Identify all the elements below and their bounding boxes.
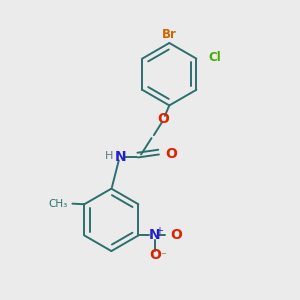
Text: N: N: [115, 150, 126, 164]
Text: O: O: [149, 248, 161, 262]
Text: H: H: [104, 151, 113, 161]
Text: ⁻: ⁻: [160, 251, 166, 261]
Text: CH₃: CH₃: [49, 199, 68, 208]
Text: N: N: [149, 229, 161, 242]
Text: Br: Br: [162, 28, 177, 40]
Text: O: O: [170, 229, 182, 242]
Text: O: O: [158, 112, 169, 126]
Text: Cl: Cl: [208, 51, 221, 64]
Text: +: +: [155, 226, 164, 236]
Text: O: O: [165, 148, 177, 161]
